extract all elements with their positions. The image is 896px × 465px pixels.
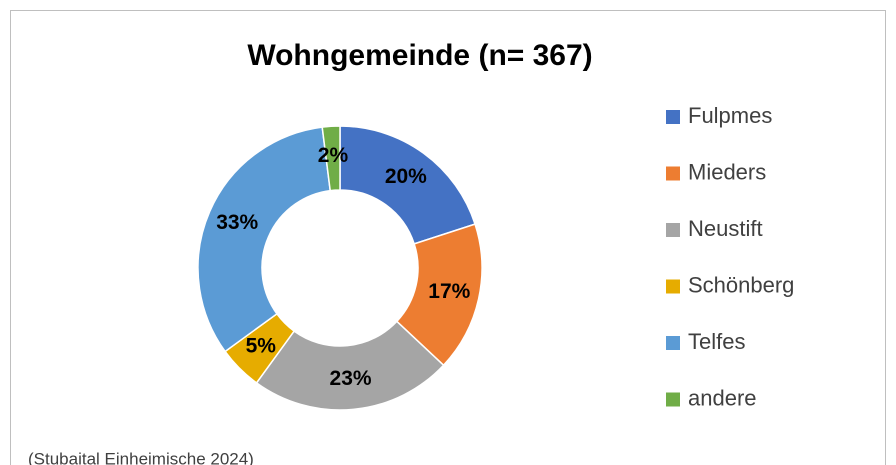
data-label: 33%	[216, 211, 258, 234]
legend-label: Fulpmes	[688, 103, 772, 128]
donut-slice	[197, 126, 332, 353]
legend-swatch	[666, 279, 680, 294]
donut-slice	[255, 320, 445, 411]
data-label: 23%	[330, 367, 372, 390]
legend-label: Telfes	[688, 329, 745, 354]
data-label: 20%	[385, 165, 427, 188]
data-label: 2%	[318, 144, 349, 167]
legend-label: Schönberg	[688, 272, 794, 297]
legend-swatch	[666, 166, 680, 181]
data-label: 17%	[428, 280, 470, 303]
legend-swatch	[666, 110, 680, 124]
legend-label: Mieders	[688, 159, 766, 184]
legend-swatch	[666, 223, 680, 237]
legend-swatch	[666, 336, 680, 350]
legend-label: andere	[688, 385, 757, 410]
legend-swatch	[666, 392, 680, 407]
chart-title: Wohngemeinde (n= 367)	[247, 39, 592, 72]
donut-slice	[321, 125, 341, 192]
legend-label: Neustift	[688, 216, 763, 241]
data-label: 5%	[246, 335, 277, 358]
note: (Stubaital Einheimische 2024)	[28, 449, 254, 465]
